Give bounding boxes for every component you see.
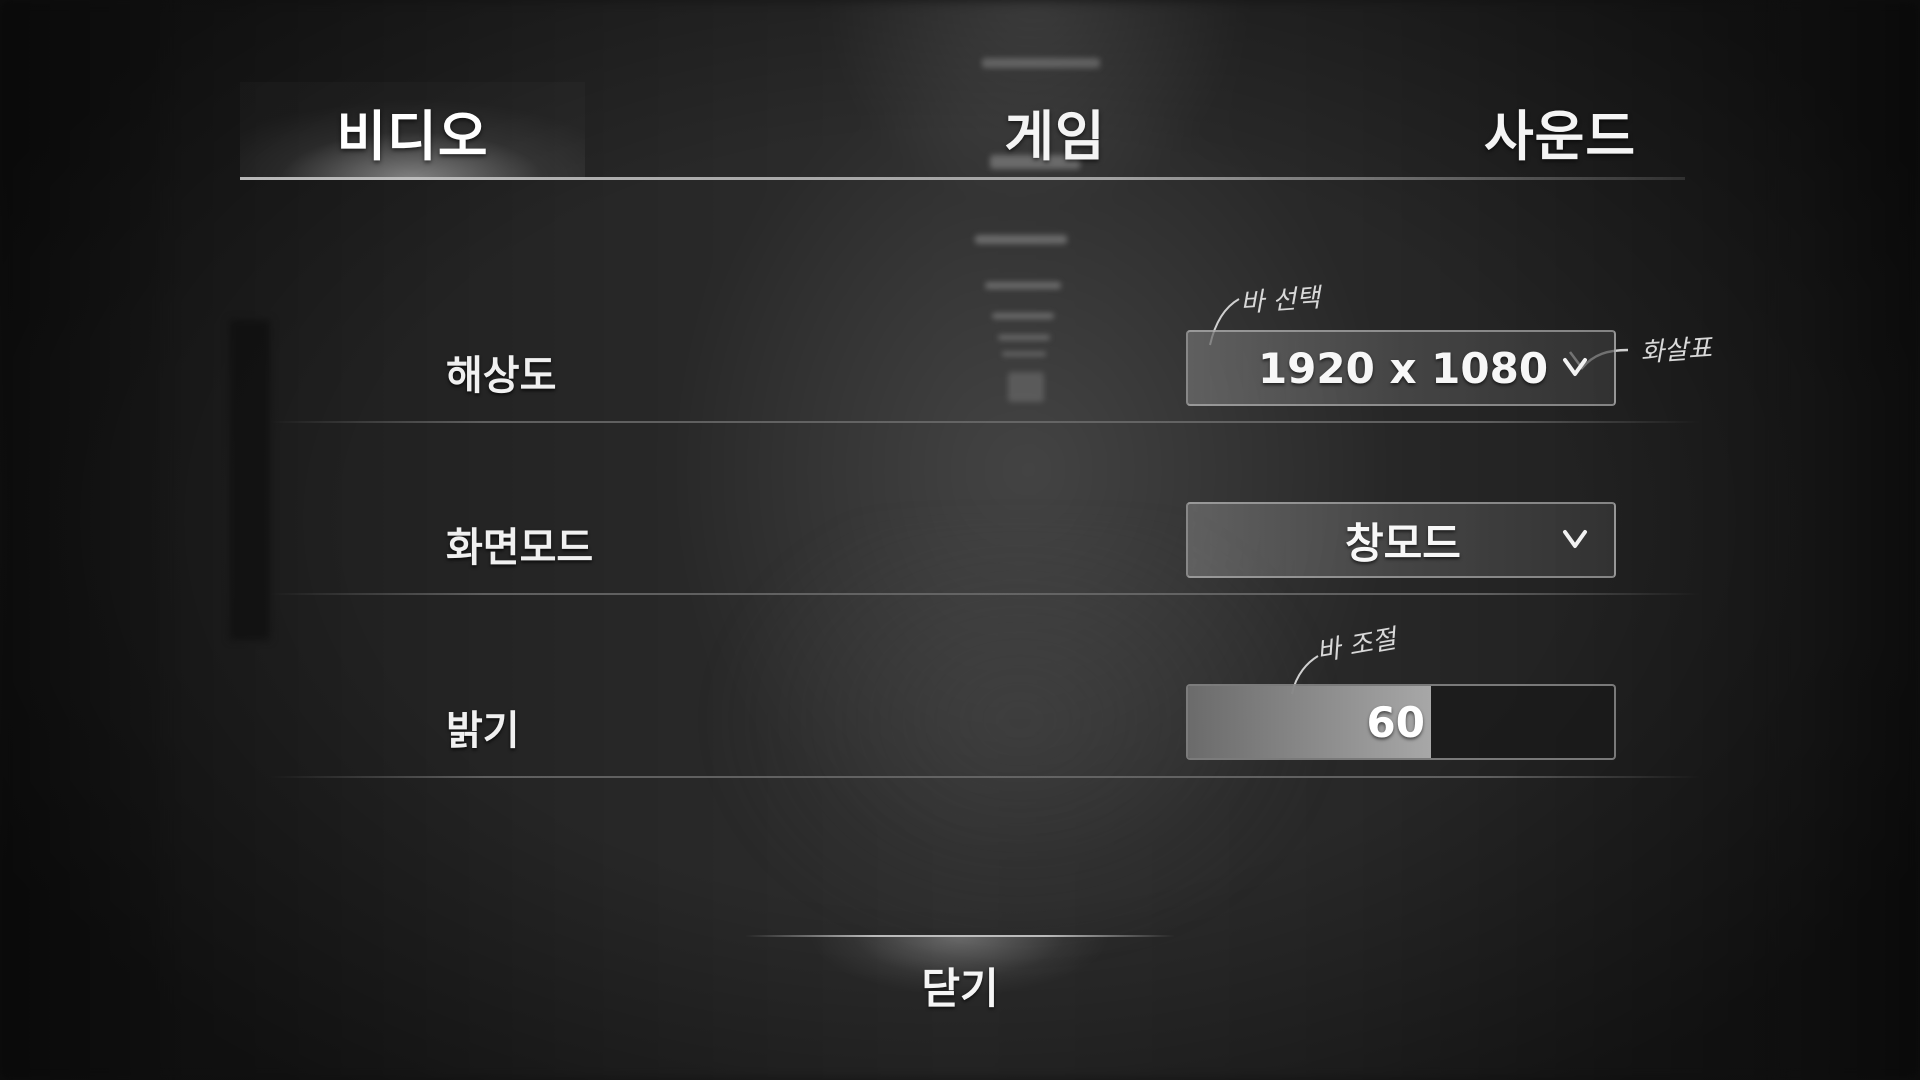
corridor-door bbox=[230, 320, 270, 640]
corridor-wall-right bbox=[1780, 0, 1920, 1080]
close-button-label: 닫기 bbox=[921, 963, 999, 1013]
setting-row-resolution: 해상도 1920 x 1080 bbox=[270, 323, 1700, 423]
resolution-label: 해상도 bbox=[446, 353, 557, 399]
ceiling-light bbox=[982, 58, 1100, 68]
setting-row-screen-mode: 화면모드 창모드 bbox=[270, 495, 1700, 595]
tab-bar: 비디오 게임 사운드 bbox=[240, 82, 1685, 180]
row-divider bbox=[270, 776, 1700, 778]
setting-row-brightness: 밝기 60 bbox=[270, 678, 1700, 778]
row-divider bbox=[270, 421, 1700, 423]
corridor-wall-left bbox=[0, 0, 160, 1080]
brightness-slider-fill[interactable] bbox=[1188, 686, 1431, 758]
tab-underline bbox=[240, 177, 1685, 180]
screen-mode-value: 창모드 bbox=[1345, 518, 1461, 568]
brightness-slider[interactable]: 60 bbox=[1186, 684, 1616, 760]
close-button-top-line bbox=[745, 935, 1175, 937]
annotation-select-note: 바 선택 bbox=[1239, 283, 1322, 319]
screen-mode-dropdown[interactable]: 창모드 bbox=[1186, 502, 1616, 578]
tab-sound[interactable]: 사운드 bbox=[1483, 104, 1637, 168]
ceiling-light bbox=[1002, 352, 1046, 356]
close-button[interactable]: 닫기 bbox=[745, 935, 1175, 1025]
row-divider bbox=[270, 593, 1700, 595]
screen-mode-label: 화면모드 bbox=[446, 525, 594, 571]
chevron-down-icon[interactable] bbox=[1562, 528, 1588, 550]
ceiling-light bbox=[985, 282, 1061, 289]
chevron-down-icon[interactable] bbox=[1562, 356, 1588, 378]
resolution-value: 1920 x 1080 bbox=[1257, 343, 1549, 393]
ceiling-light bbox=[992, 313, 1054, 319]
ceiling-light bbox=[1008, 372, 1044, 402]
brightness-label: 밝기 bbox=[446, 708, 520, 754]
annotation-adjust-note: 바 조절 bbox=[1314, 624, 1399, 668]
brightness-value: 60 bbox=[1366, 697, 1425, 747]
ceiling-light bbox=[975, 235, 1067, 244]
tab-video[interactable]: 비디오 bbox=[240, 82, 585, 180]
ceiling-light bbox=[990, 155, 1080, 169]
ceiling-light bbox=[998, 335, 1050, 340]
tab-game[interactable]: 게임 bbox=[1004, 104, 1106, 168]
resolution-dropdown[interactable]: 1920 x 1080 bbox=[1186, 330, 1616, 406]
